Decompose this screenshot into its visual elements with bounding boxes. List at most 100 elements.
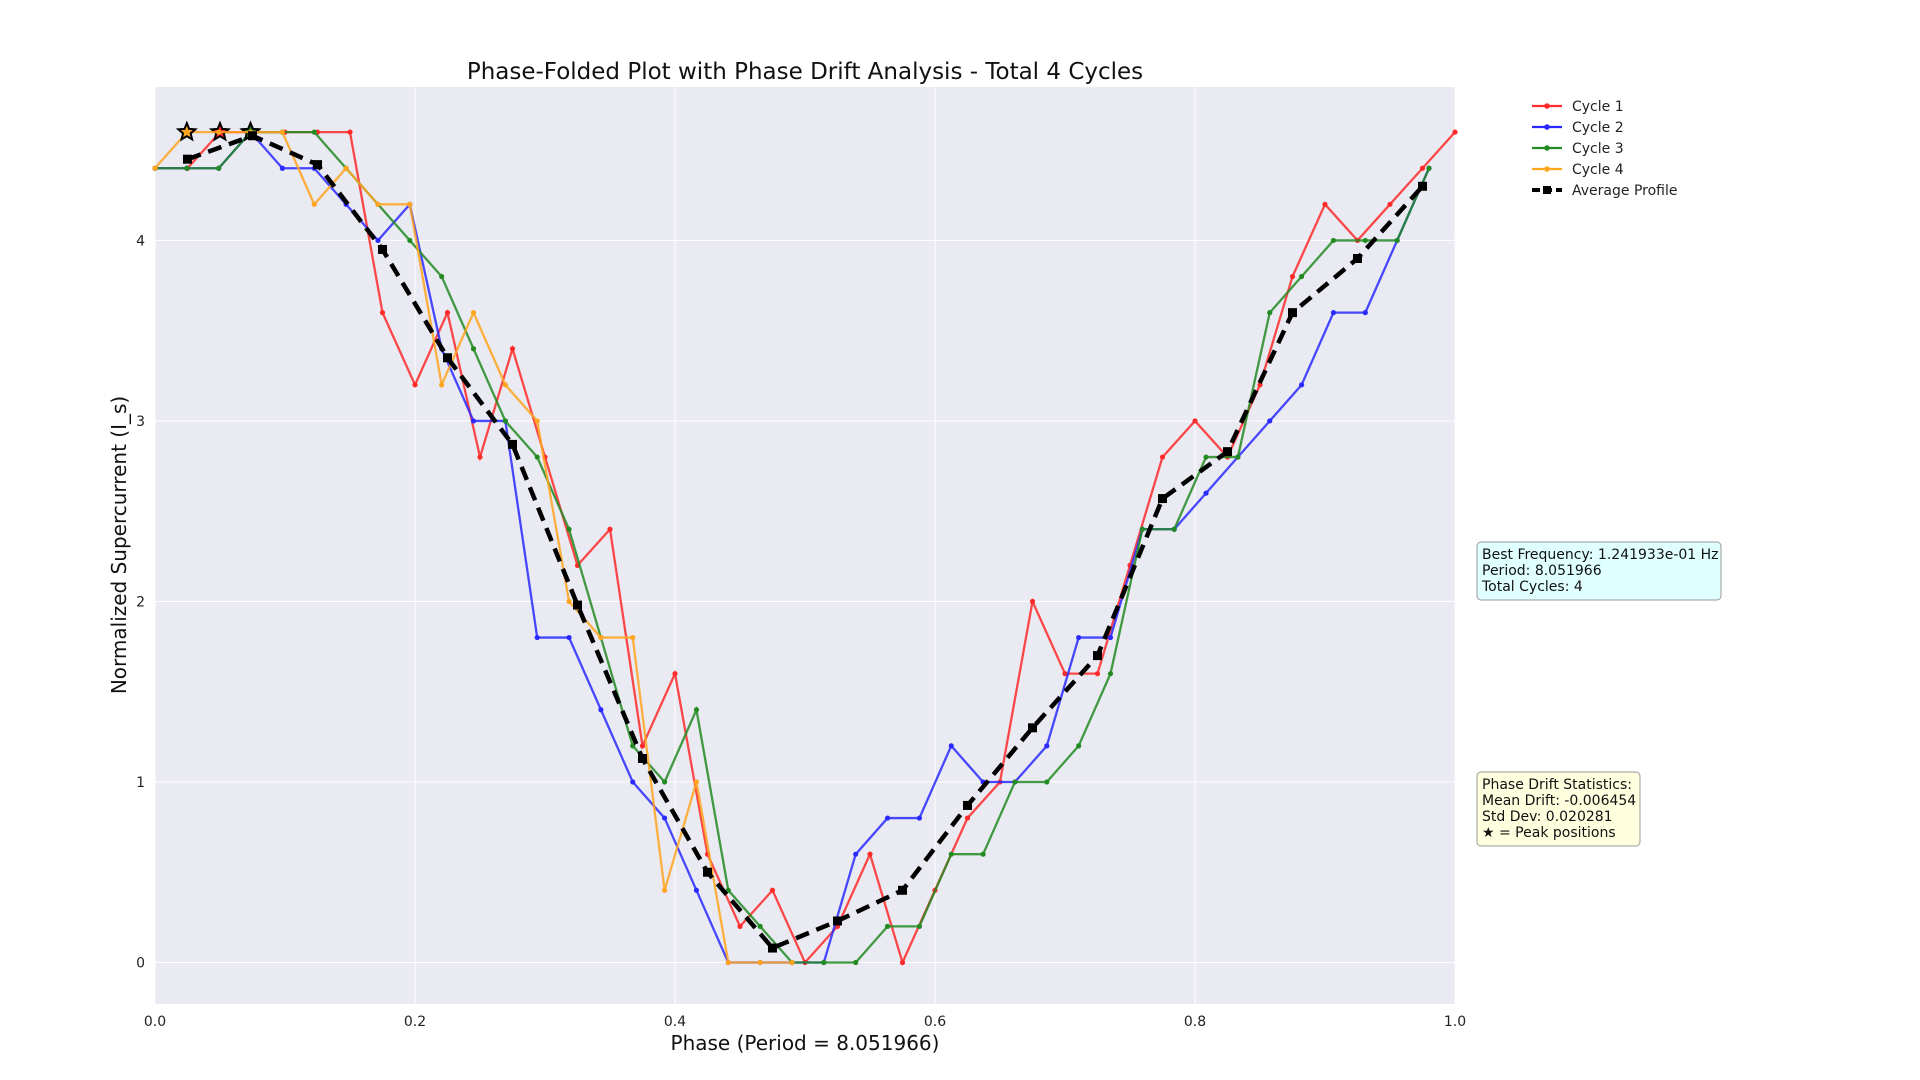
legend-marker (1544, 166, 1550, 172)
box-frame (1476, 771, 1641, 847)
data-point (1267, 310, 1273, 316)
data-point (534, 634, 540, 641)
data-point (566, 598, 572, 605)
legend-label: Cycle 3 (1572, 141, 1624, 157)
data-point (1426, 165, 1432, 171)
data-point (1093, 651, 1102, 661)
data-point (662, 779, 668, 785)
data-point (916, 923, 923, 929)
box-line: Phase Drift Statistics: (1482, 777, 1632, 793)
data-point (1387, 201, 1393, 207)
series-average-profile (183, 131, 1427, 953)
data-point (1076, 634, 1082, 641)
box-line: Best Frequency: 1.241933e-01 Hz (1482, 547, 1719, 563)
data-point (1203, 454, 1209, 460)
data-point (1094, 671, 1101, 677)
box-frame (1476, 541, 1722, 601)
legend-marker (1544, 145, 1550, 151)
data-point (789, 959, 795, 966)
legend: Cycle 1 Cycle 2 Cycle 3 Cycle 4 Average Prof… (1532, 99, 1677, 199)
y-tick-label: 4 (136, 233, 145, 249)
data-point (444, 310, 451, 316)
data-point (598, 634, 604, 641)
data-point (1029, 598, 1036, 605)
y-tick-label: 3 (136, 414, 145, 430)
data-point (630, 743, 636, 749)
data-point (638, 754, 647, 764)
data-point (725, 959, 731, 966)
data-point (407, 201, 413, 207)
data-point (470, 310, 477, 316)
y-tick-label: 1 (136, 775, 145, 791)
x-tick-label: 0.6 (924, 1014, 946, 1030)
x-tick-label: 0.2 (404, 1014, 426, 1030)
data-point (279, 165, 285, 171)
data-point (964, 815, 971, 821)
data-point (963, 800, 972, 810)
legend-label: Average Profile (1572, 183, 1677, 199)
x-axis-label: Phase (Period = 8.051966) (671, 1031, 940, 1055)
legend-item: Cycle 3 (1532, 141, 1624, 157)
box-line: Std Dev: 0.020281 (1482, 809, 1613, 825)
data-point (1192, 418, 1198, 424)
data-point (1394, 237, 1400, 244)
data-point (279, 129, 285, 135)
data-point (508, 439, 517, 449)
data-point (311, 129, 317, 135)
data-point (769, 887, 776, 893)
data-point (672, 671, 678, 677)
legend-marker (1543, 186, 1551, 194)
data-point (1418, 181, 1427, 191)
data-point (884, 815, 891, 821)
data-point (378, 244, 387, 254)
data-point (757, 959, 763, 966)
y-tick-label: 0 (136, 955, 145, 971)
data-point (1107, 671, 1114, 677)
data-point (598, 707, 604, 713)
data-point (1028, 723, 1037, 733)
x-tick-label: 0.0 (144, 1014, 166, 1030)
y-tick-label: 2 (136, 594, 145, 610)
data-point (757, 923, 763, 929)
data-point (1299, 273, 1305, 280)
data-point (412, 382, 418, 388)
data-point (343, 165, 349, 171)
data-point (1223, 447, 1232, 457)
data-point (1299, 382, 1305, 388)
data-point (502, 382, 508, 388)
data-point (703, 867, 712, 877)
data-point (566, 526, 572, 532)
data-point (607, 526, 613, 532)
data-point (216, 129, 222, 135)
data-point (1267, 418, 1273, 424)
data-point (1044, 779, 1050, 785)
data-point (1171, 526, 1177, 532)
data-point (502, 418, 508, 424)
series-layer (152, 120, 1458, 966)
data-point (1362, 237, 1368, 244)
data-point (566, 634, 572, 641)
data-point (216, 165, 222, 171)
data-point (899, 959, 906, 966)
data-point (439, 382, 445, 388)
data-point (1012, 779, 1018, 785)
data-point (183, 154, 192, 164)
data-point (662, 887, 668, 893)
box-line: Period: 8.051966 (1482, 563, 1602, 579)
data-point (1419, 165, 1426, 171)
data-point (470, 346, 477, 352)
legend-item: Cycle 4 (1532, 162, 1624, 178)
y-axis-label: Normalized Supercurrent (I_s) (107, 396, 131, 694)
data-point (347, 129, 353, 135)
data-point (534, 454, 540, 460)
data-point (443, 353, 452, 363)
data-point (477, 454, 483, 460)
data-point (948, 851, 954, 857)
data-point (768, 943, 777, 953)
data-point (1062, 671, 1068, 677)
data-point (1330, 237, 1337, 244)
data-point (248, 131, 257, 141)
data-point (853, 959, 859, 966)
legend-item: Average Profile (1532, 183, 1677, 199)
